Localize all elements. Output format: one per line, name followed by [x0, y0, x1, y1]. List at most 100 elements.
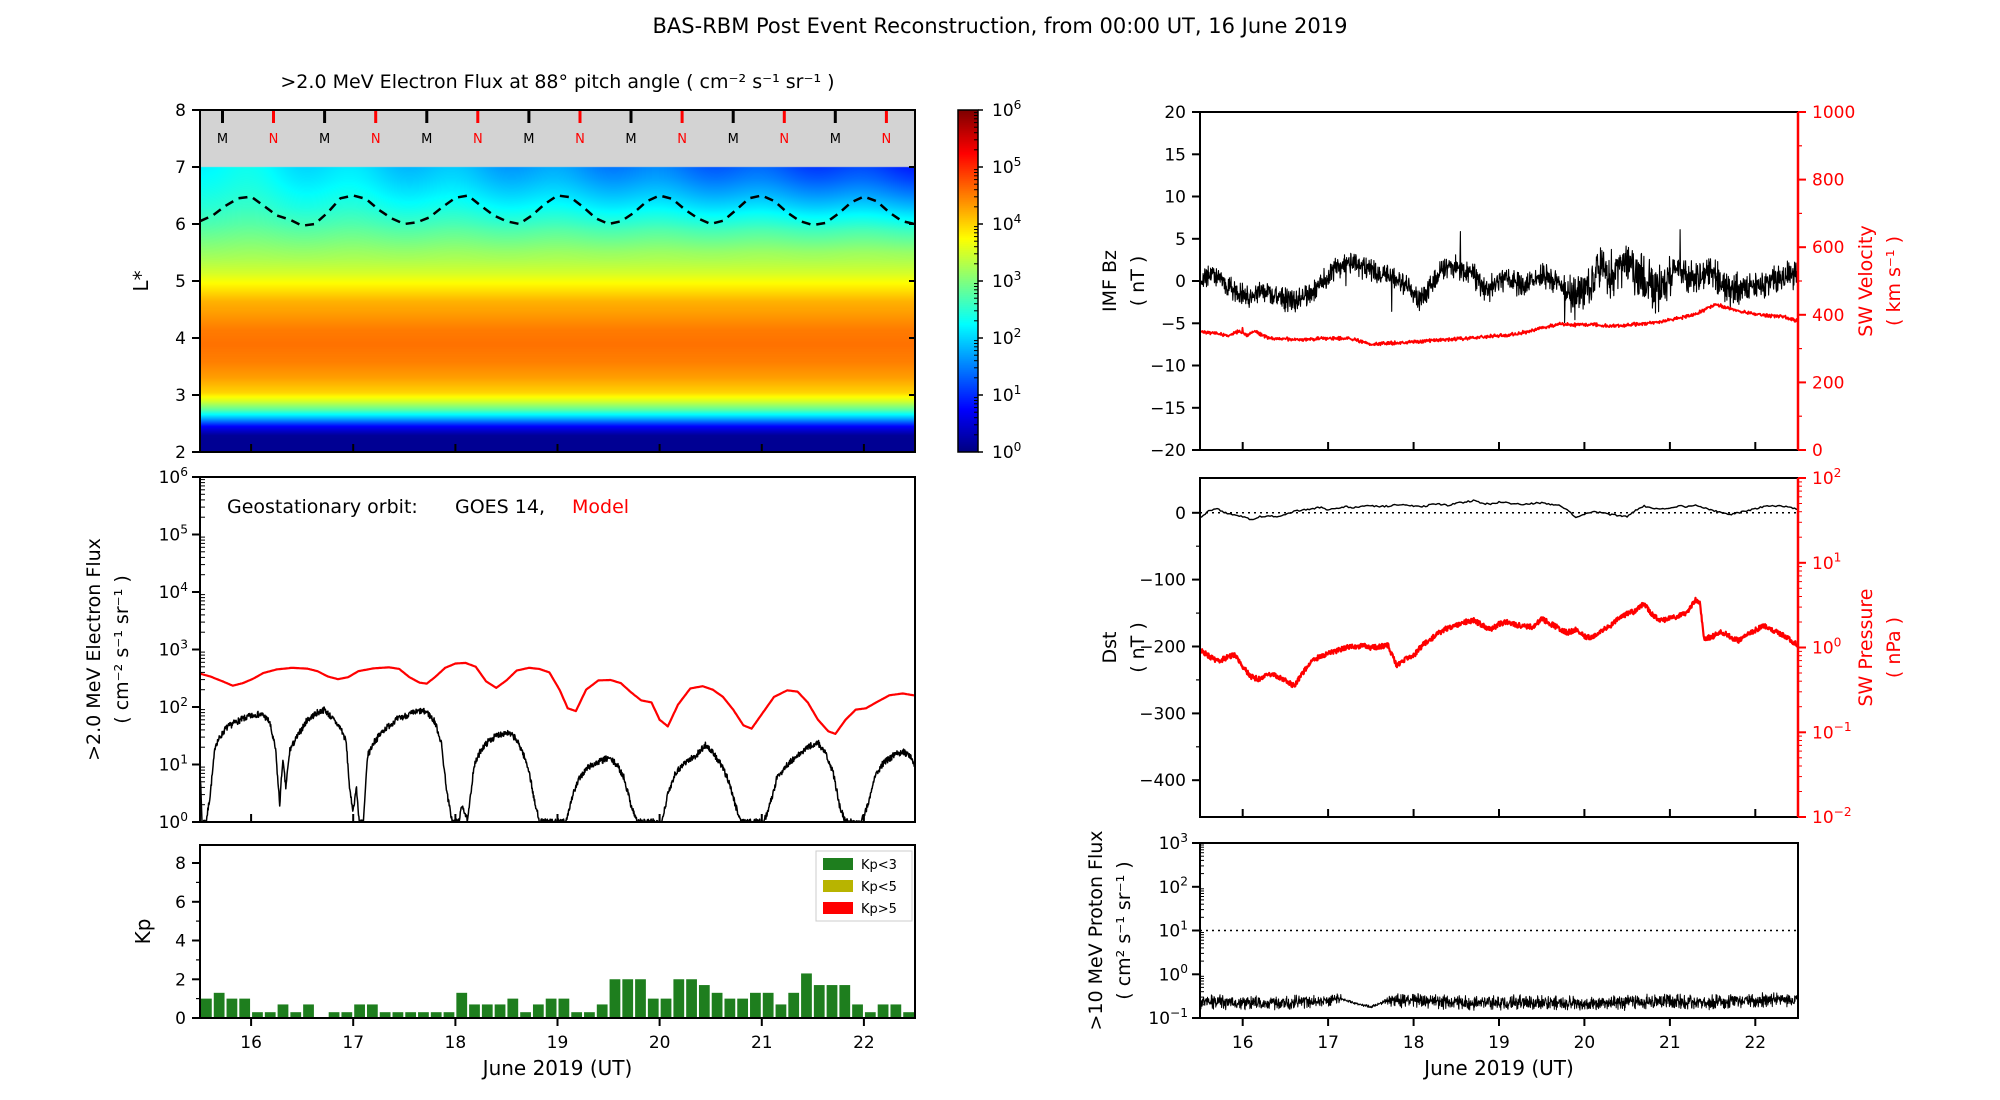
colorbar-tick-label: 103: [992, 269, 1021, 292]
heatmap-marker-M: M: [319, 132, 330, 147]
kp-legend-label: Kp>5: [861, 902, 897, 917]
svg-text:17: 17: [342, 1033, 364, 1053]
svg-text:16: 16: [1232, 1033, 1254, 1053]
electron-flux-heatmap: [200, 110, 915, 452]
heatmap-marker-N: N: [677, 132, 687, 147]
kp-legend-label: Kp<5: [861, 880, 897, 895]
heatmap-marker-N: N: [882, 132, 892, 147]
svg-text:15: 15: [1164, 145, 1186, 165]
heatmap-marker-M: M: [625, 132, 636, 147]
svg-text:7: 7: [175, 158, 186, 178]
svg-text:1000: 1000: [1812, 103, 1855, 123]
svg-text:−100: −100: [1139, 571, 1186, 591]
colorbar: 100 101 102 103 104 105 106: [957, 98, 1022, 463]
svg-text:102: 102: [1159, 875, 1188, 898]
heatmap-marker-M: M: [217, 132, 228, 147]
figure-title: BAS-RBM Post Event Reconstruction, from …: [652, 14, 1348, 38]
heatmap-marker-M: M: [830, 132, 841, 147]
svg-text:5: 5: [175, 272, 186, 292]
svg-text:−200: −200: [1139, 637, 1186, 657]
svg-text:104: 104: [159, 580, 189, 603]
kp-legend-label: Kp<3: [861, 858, 897, 873]
svg-text:100: 100: [159, 810, 188, 833]
svg-text:0: 0: [1812, 441, 1823, 461]
svg-text:6: 6: [175, 215, 186, 235]
svg-text:16: 16: [240, 1033, 262, 1053]
goes-legend-prefix: Geostationary orbit:: [227, 496, 418, 518]
svg-text:100: 100: [1159, 962, 1188, 985]
sw-pressure-ylabel: SW Pressure: [1855, 588, 1877, 706]
svg-text:105: 105: [159, 522, 188, 545]
sw-velocity-ylabel-units: ( km s⁻¹ ): [1883, 236, 1905, 326]
svg-text:103: 103: [159, 637, 188, 660]
svg-text:103: 103: [1159, 831, 1188, 854]
heatmap-title: >2.0 MeV Electron Flux at 88° pitch angl…: [280, 71, 834, 93]
dst-ylabel: Dst: [1099, 632, 1121, 664]
svg-text:10: 10: [1164, 188, 1186, 208]
kp-ylabel: Kp: [131, 919, 155, 945]
svg-text:−20: −20: [1150, 441, 1186, 461]
proton-ylabel: >10 MeV Proton Flux: [1085, 830, 1107, 1030]
colorbar-tick-label: 100: [992, 440, 1021, 463]
svg-text:20: 20: [1164, 103, 1186, 123]
svg-text:20: 20: [1574, 1033, 1596, 1053]
svg-text:4: 4: [175, 329, 186, 349]
heatmap-marker-N: N: [473, 132, 483, 147]
svg-text:200: 200: [1812, 373, 1844, 393]
panel-electron-heatmap: M M M M M M M N N N N N N N 2 3 4 5 6 7 8 L* >2.0 MeV Electron…: [129, 71, 1022, 463]
svg-text:101: 101: [159, 752, 188, 775]
svg-text:600: 600: [1812, 238, 1844, 258]
svg-text:0: 0: [1175, 504, 1186, 524]
svg-text:19: 19: [547, 1033, 569, 1053]
panel-dst-pressure: 0 −100 −200 −300 −400 102 101 100 10−1 10−2 Dst ( n…: [1099, 466, 1905, 828]
kp-xlabel: June 2019 (UT): [481, 1056, 633, 1080]
svg-text:2: 2: [175, 970, 186, 990]
svg-text:18: 18: [1403, 1033, 1425, 1053]
heatmap-marker-N: N: [779, 132, 789, 147]
svg-text:−10: −10: [1150, 357, 1186, 377]
svg-text:10−2: 10−2: [1812, 805, 1852, 828]
heatmap-marker-N: N: [269, 132, 279, 147]
svg-text:0: 0: [1175, 272, 1186, 292]
kp-legend: Kp<3 Kp<5 Kp>5: [815, 850, 913, 922]
heatmap-marker-N: N: [371, 132, 381, 147]
svg-text:102: 102: [1812, 466, 1841, 489]
panel-goes-flux: 100 101 102 103 104 105 106 >2.0 MeV Electron F…: [83, 465, 916, 833]
svg-text:−5: −5: [1161, 314, 1186, 334]
dst-ylabel-units: ( nT ): [1127, 622, 1149, 673]
svg-text:100: 100: [1812, 635, 1841, 658]
sw-pressure-ylabel-units: ( nPa ): [1883, 617, 1905, 678]
svg-text:6: 6: [175, 893, 186, 913]
svg-text:21: 21: [751, 1033, 773, 1053]
svg-text:5: 5: [1175, 230, 1186, 250]
heatmap-marker-M: M: [728, 132, 739, 147]
svg-text:3: 3: [175, 386, 186, 406]
svg-text:400: 400: [1812, 306, 1844, 326]
svg-text:20: 20: [649, 1033, 671, 1053]
svg-text:8: 8: [175, 101, 186, 121]
colorbar-tick-label: 105: [992, 155, 1021, 178]
svg-text:800: 800: [1812, 171, 1844, 191]
goes-ylabel: >2.0 MeV Electron Flux: [83, 538, 105, 761]
svg-text:17: 17: [1317, 1033, 1339, 1053]
goes-ylabel-units: ( cm⁻² s⁻¹ sr⁻¹ ): [111, 575, 133, 723]
heatmap-marker-M: M: [421, 132, 432, 147]
svg-text:4: 4: [175, 932, 186, 952]
panel-proton-flux: 103 102 101 100 10−1 16 17 18 19 20 21 22 >10 MeV Pr…: [1085, 830, 1799, 1080]
svg-text:18: 18: [445, 1033, 467, 1053]
colorbar-tick-label: 101: [992, 383, 1021, 406]
svg-text:0: 0: [175, 1009, 186, 1029]
proton-xlabel: June 2019 (UT): [1422, 1056, 1574, 1080]
svg-text:2: 2: [175, 443, 186, 463]
sw-velocity-ylabel: SW Velocity: [1855, 225, 1877, 336]
svg-text:101: 101: [1159, 918, 1188, 941]
colorbar-tick-label: 104: [992, 212, 1022, 235]
goes-legend-series1: GOES 14,: [455, 496, 545, 518]
svg-text:22: 22: [1744, 1033, 1766, 1053]
svg-text:106: 106: [159, 465, 188, 488]
svg-text:101: 101: [1812, 551, 1841, 574]
svg-text:10−1: 10−1: [1812, 720, 1852, 743]
svg-text:−400: −400: [1139, 771, 1186, 791]
